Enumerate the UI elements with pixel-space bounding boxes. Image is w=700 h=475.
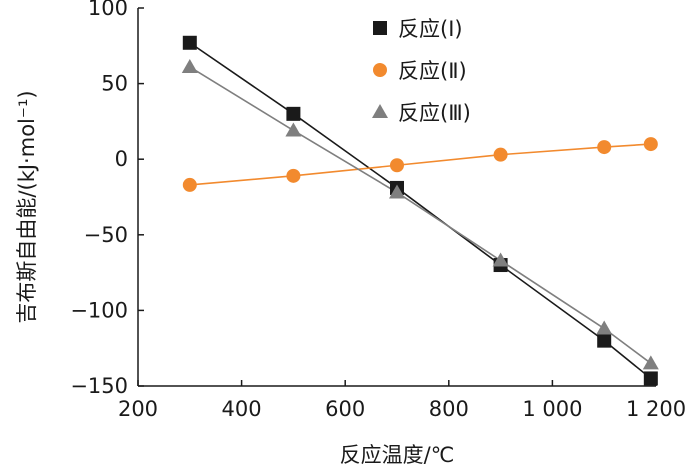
series-1-point xyxy=(182,35,197,50)
legend-marker-1 xyxy=(373,21,387,35)
series-2-point xyxy=(390,158,404,173)
y-tick-label: −50 xyxy=(84,223,128,247)
series-3-point xyxy=(285,122,302,137)
legend-label-2: 反应(Ⅱ) xyxy=(398,59,467,83)
y-tick-label: 100 xyxy=(88,0,128,20)
series-1-point xyxy=(597,333,612,348)
series-2-point xyxy=(286,168,301,183)
series-2-point xyxy=(597,140,612,155)
series-3-point xyxy=(642,355,659,370)
x-tick-label: 200 xyxy=(118,397,158,421)
series-3-point xyxy=(596,320,613,335)
x-tick-label: 1 200 xyxy=(626,397,686,421)
x-tick-label: 400 xyxy=(222,397,262,421)
x-tick-label: 600 xyxy=(325,397,365,421)
series-3-point xyxy=(181,58,198,73)
y-tick-label: 50 xyxy=(101,72,128,96)
series-3-point xyxy=(389,184,405,199)
legend-label-1: 反应(Ⅰ) xyxy=(398,17,463,41)
y-tick-label: −150 xyxy=(70,374,128,398)
y-axis-title: 吉布斯自由能/(kJ·mol⁻¹) xyxy=(15,90,39,323)
series-3-point xyxy=(492,252,509,267)
x-tick-label: 800 xyxy=(429,397,469,421)
series-1-point xyxy=(286,106,301,121)
legend-marker-2 xyxy=(373,63,387,77)
y-tick-label: −100 xyxy=(70,298,128,322)
series-2-line xyxy=(189,143,651,186)
series-1-point xyxy=(643,371,658,386)
series-2-point xyxy=(643,137,658,152)
legend-marker-3 xyxy=(372,104,388,118)
series-lines xyxy=(189,42,652,380)
series-2-point xyxy=(182,177,197,192)
x-axis-title: 反应温度/℃ xyxy=(340,443,455,467)
y-tick-label: 0 xyxy=(115,147,128,171)
x-tick-label: 1 000 xyxy=(522,397,582,421)
series-1-line xyxy=(189,42,652,380)
series-markers xyxy=(181,35,659,386)
legend: 反应(Ⅰ) 反应(Ⅱ) 反应(Ⅲ) xyxy=(372,17,471,125)
tick-labels: −150 −100 −50 0 50 100 200 400 600 800 1 000 1 200 xyxy=(70,0,686,421)
series-2-point xyxy=(493,147,508,162)
legend-label-3: 反应(Ⅲ) xyxy=(398,101,471,125)
